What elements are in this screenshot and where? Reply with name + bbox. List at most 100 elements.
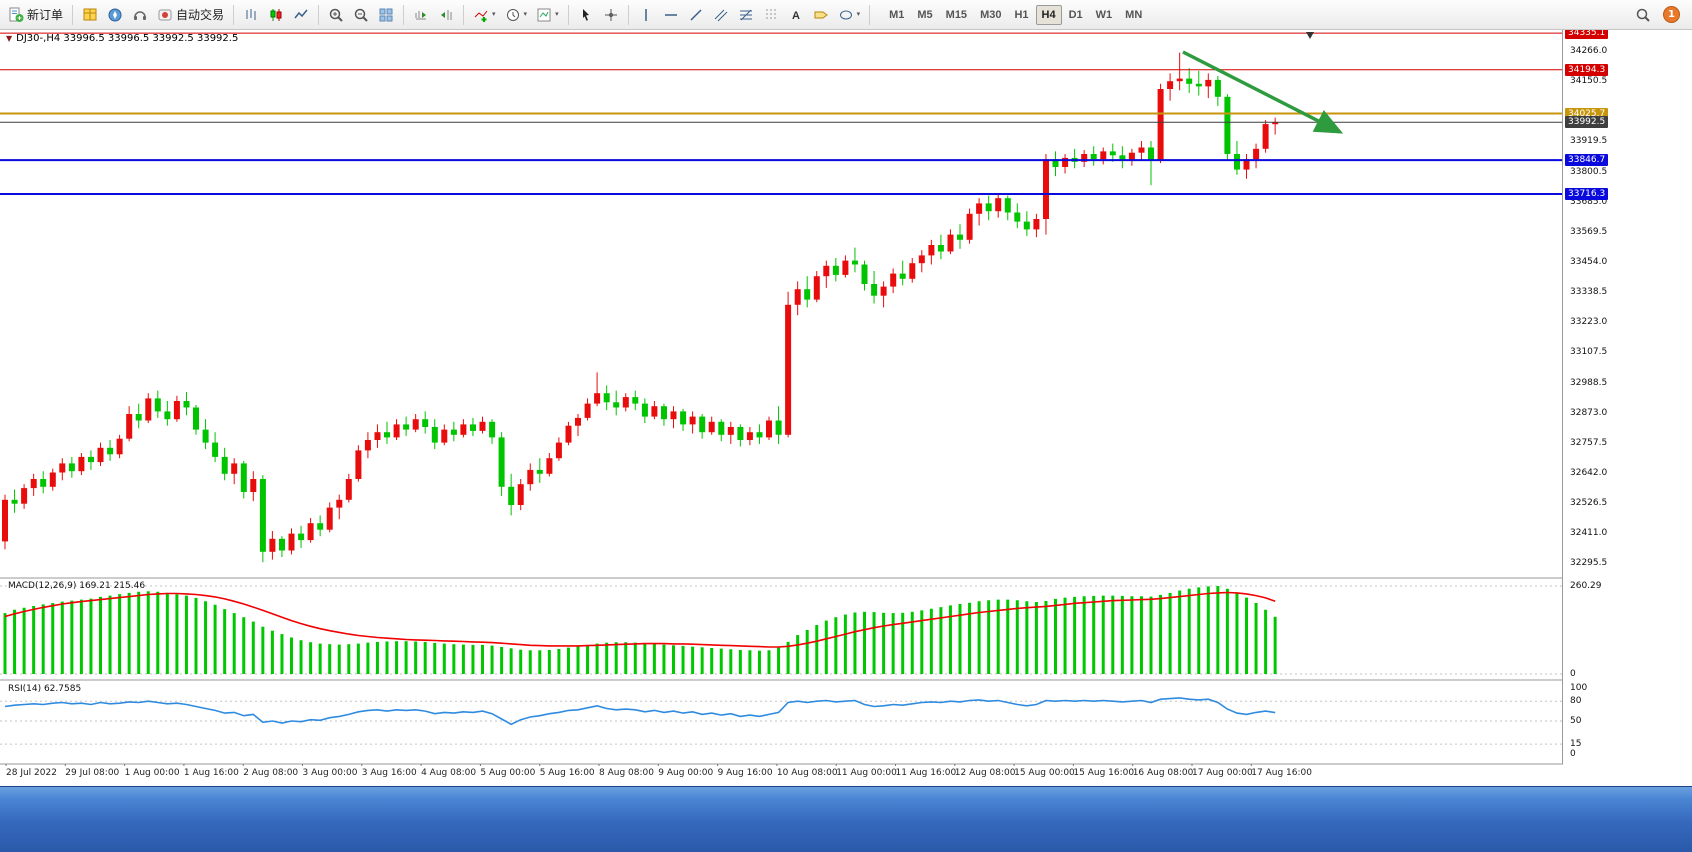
tile-windows-button[interactable]	[374, 3, 398, 27]
zoom-in-button[interactable]	[324, 3, 348, 27]
toolbar-separator	[403, 4, 405, 25]
toolbar-separator	[233, 4, 235, 25]
channel-icon	[713, 7, 729, 23]
line-chart-button[interactable]	[289, 3, 313, 27]
text-button[interactable]: A	[784, 3, 808, 27]
chart-canvas[interactable]	[0, 30, 1563, 786]
line-chart-icon	[293, 7, 309, 23]
market-watch-button[interactable]	[78, 3, 102, 27]
time-tick-label: 3 Aug 16:00	[361, 768, 417, 778]
channel-button[interactable]	[709, 3, 733, 27]
price-tag-33846.7: 33846.7	[1565, 154, 1609, 167]
candlestick-chart-button[interactable]	[264, 3, 288, 27]
price-tick: 33107.5	[1570, 347, 1608, 358]
templates-button[interactable]: ▾	[532, 3, 563, 27]
price-tick: 33919.5	[1570, 136, 1608, 147]
indicators-icon	[473, 7, 489, 23]
data-window-icon	[132, 7, 148, 23]
toolbar-separator	[463, 4, 465, 25]
candles-layer	[2, 52, 1279, 563]
price-tag-33992.5: 33992.5	[1565, 116, 1609, 129]
auto-scroll-button[interactable]	[409, 3, 433, 27]
autotrading-label: 自动交易	[176, 8, 225, 22]
price-tag-33716.3: 33716.3	[1565, 188, 1609, 200]
candlestick-icon	[268, 7, 284, 23]
notification-badge[interactable]: 1	[1663, 6, 1680, 23]
svg-text:A: A	[792, 10, 800, 22]
time-tick-label: 1 Aug 16:00	[183, 768, 239, 778]
timeframe-group: M1 M5 M15 M30 H1 H4 D1 W1 MN	[883, 4, 1148, 25]
toolbar-separator	[869, 4, 871, 25]
shapes-ellipse-icon	[838, 7, 854, 23]
toolbar-separator	[627, 4, 629, 25]
timeframe-m1-button[interactable]: M1	[883, 5, 910, 25]
toolbar-separator	[567, 4, 569, 25]
new-order-label: 新订单	[27, 8, 64, 22]
price-tick: 33454.0	[1570, 257, 1608, 268]
vertical-line-button[interactable]	[634, 3, 658, 27]
price-axis[interactable]: 34266.0 34150.5 33919.5 33800.5 33685.0 33569…	[1564, 30, 1692, 766]
rsi-axis-label: 50	[1570, 716, 1582, 726]
time-tick-label: 29 Jul 08:00	[65, 768, 120, 778]
shapes-button[interactable]: ▾	[834, 3, 865, 27]
time-axis[interactable]: 28 Jul 2022 29 Jul 08:00 1 Aug 00:00 1 Aug …	[0, 766, 1563, 786]
fibonacci-button[interactable]	[734, 3, 758, 27]
search-button[interactable]	[1631, 3, 1655, 27]
chart-shift-button[interactable]	[434, 3, 458, 27]
macd-label: MACD(12,26,9) 169.21 215.46	[8, 581, 146, 591]
zoom-out-button[interactable]	[349, 3, 373, 27]
period-separators-icon	[763, 7, 779, 23]
timeframe-d1-button[interactable]: D1	[1063, 5, 1089, 25]
fibonacci-icon	[738, 7, 754, 23]
chart-window[interactable]: ▼ DJ30-,H4 33996.5 33996.5 33992.5 33992…	[0, 30, 1692, 786]
period-separators-button[interactable]	[759, 3, 783, 27]
timeframe-m5-button[interactable]: M5	[911, 5, 938, 25]
cursor-button[interactable]	[574, 3, 598, 27]
chart-shift-marker[interactable]	[1306, 32, 1314, 39]
timeframe-h4-button[interactable]: H4	[1035, 4, 1062, 25]
tile-windows-icon	[378, 7, 394, 23]
trendline-button[interactable]	[684, 3, 708, 27]
price-tick: 32988.5	[1570, 378, 1608, 389]
navigator-button[interactable]	[103, 3, 127, 27]
price-tick: 33569.5	[1570, 227, 1608, 238]
navigator-icon	[107, 7, 123, 23]
auto-scroll-icon	[413, 7, 429, 23]
toolbar: 新订单 自动交易 ▾ ▾ ▾ A ▾ M1 M5 M15 M30 H1 H4 D1 W1 MN …	[0, 0, 1692, 30]
horizontal-line-button[interactable]	[659, 3, 683, 27]
time-tick-label: 17 Aug 16:00	[1251, 768, 1312, 778]
timeframe-h1-button[interactable]: H1	[1008, 5, 1034, 25]
rsi-axis-label: 0	[1570, 749, 1576, 759]
autotrading-button[interactable]: 自动交易	[153, 3, 228, 27]
time-tick-label: 11 Aug 16:00	[895, 768, 957, 778]
data-window-button[interactable]	[128, 3, 152, 27]
crosshair-button[interactable]	[599, 3, 623, 27]
bar-chart-button[interactable]	[239, 3, 263, 27]
macd-histogram	[3, 586, 1277, 674]
timeframe-w1-button[interactable]: W1	[1090, 5, 1119, 25]
toolbar-separator	[318, 4, 320, 25]
templates-dropdown-caret: ▾	[555, 11, 559, 18]
rsi-axis-label: 100	[1570, 683, 1588, 693]
market-watch-icon	[82, 7, 98, 23]
text-label-button[interactable]	[809, 3, 833, 27]
trend-arrow-annotation[interactable]	[1182, 50, 1344, 134]
timeframe-m15-button[interactable]: M15	[940, 5, 973, 25]
indicators-button[interactable]: ▾	[469, 3, 500, 27]
periods-button[interactable]: ▾	[501, 3, 532, 27]
cursor-icon	[578, 7, 594, 23]
text-label-icon	[813, 7, 829, 23]
rsi-label: RSI(14) 62.7585	[8, 684, 82, 694]
new-order-icon	[8, 7, 24, 23]
timeframe-m30-button[interactable]: M30	[974, 5, 1007, 25]
price-tag-34194.3: 34194.3	[1565, 63, 1609, 76]
vertical-line-icon	[638, 7, 654, 23]
macd-signal-line	[4, 591, 1276, 648]
new-order-button[interactable]: 新订单	[4, 3, 67, 27]
crosshair-icon	[603, 7, 619, 23]
price-tick: 34266.0	[1570, 46, 1608, 57]
timeframe-mn-button[interactable]: MN	[1119, 5, 1148, 25]
price-tick: 34150.5	[1570, 76, 1608, 87]
macd-axis-label: 260.29	[1570, 581, 1602, 591]
time-tick-label: 11 Aug 00:00	[836, 768, 897, 778]
